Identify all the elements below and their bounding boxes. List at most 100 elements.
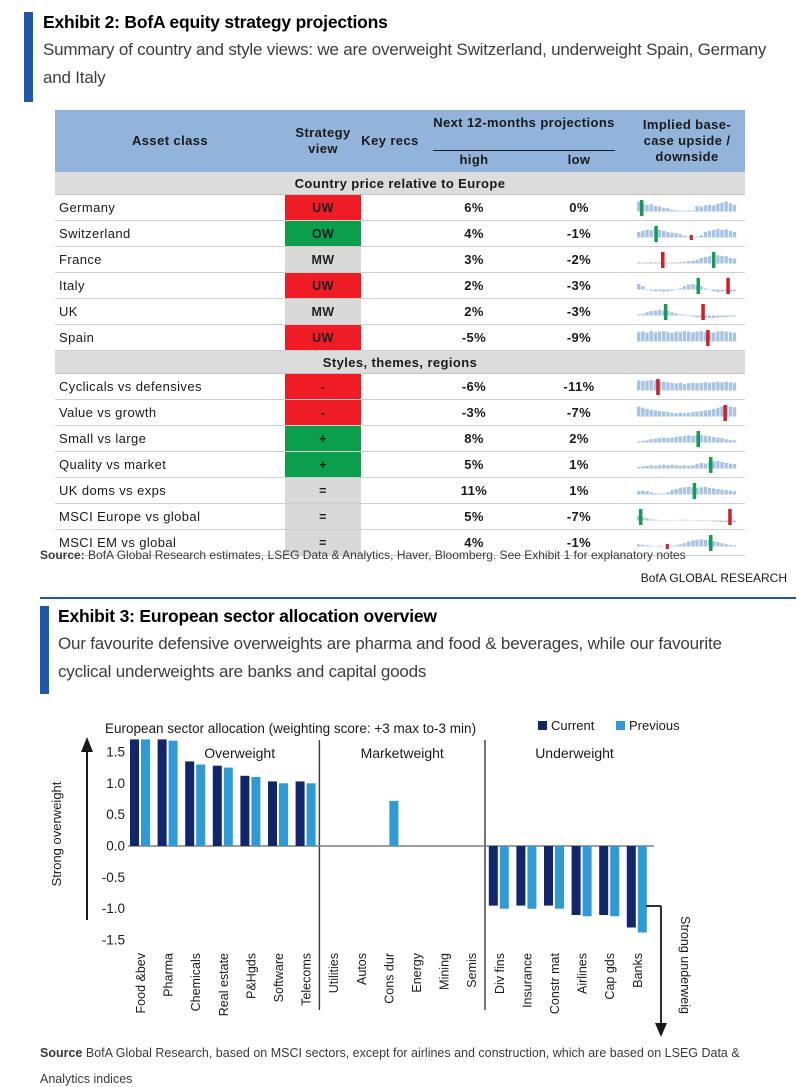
- x-tick-label: Banks: [631, 953, 645, 988]
- implied-distribution-cell: [629, 325, 745, 350]
- header-key-recs: Key recs: [361, 133, 419, 148]
- x-tick-label: Semis: [465, 953, 479, 988]
- key-recs-cell: [361, 400, 419, 425]
- implied-distribution-cell: [629, 400, 745, 425]
- projection-high: 11%: [460, 483, 488, 498]
- ylabel-right: Strong underweig: [678, 916, 692, 1014]
- table-row: Value vs growth - -3% -7%: [55, 400, 745, 426]
- implied-distribution-cell: [629, 273, 745, 298]
- strategy-view-cell: MW: [285, 299, 361, 324]
- distribution-sparkline: [637, 329, 737, 346]
- implied-distribution-cell: [629, 504, 745, 529]
- bar-previous: [637, 846, 647, 933]
- distribution-sparkline: [637, 251, 737, 268]
- x-tick-label: Chemicals: [189, 953, 203, 1011]
- group-label: Marketweight: [361, 745, 444, 761]
- x-tick-label: Cons dur: [382, 953, 396, 1004]
- x-tick-label: Real estate: [217, 953, 231, 1016]
- x-tick-label: Autos: [355, 953, 369, 985]
- key-recs-cell: [361, 195, 419, 220]
- strategy-view-cell: MW: [285, 247, 361, 272]
- exhibit3-accent-bar: [40, 606, 49, 694]
- projection-low: 1%: [569, 483, 589, 498]
- projection-low: 0%: [569, 200, 589, 215]
- implied-distribution-cell: [629, 374, 745, 399]
- projection-high: 5%: [464, 509, 484, 524]
- asset-name: Value vs growth: [59, 405, 157, 420]
- asset-name: France: [59, 252, 102, 267]
- asset-name: MSCI EM vs global: [59, 535, 177, 550]
- legend-swatch-current: [538, 721, 547, 730]
- strategy-view-cell: UW: [285, 325, 361, 350]
- source-text: BofA Global Research estimates, LSEG Dat…: [88, 548, 686, 562]
- legend-current: Current: [551, 718, 595, 733]
- strategy-view-cell: =: [285, 478, 361, 503]
- strategy-view-cell: +: [285, 452, 361, 477]
- x-tick-label: Pharma: [162, 953, 176, 997]
- bar-previous: [555, 846, 564, 909]
- exhibit2-source: Source: BofA Global Research estimates, …: [40, 548, 780, 562]
- strategy-view-cell: =: [285, 530, 361, 555]
- projection-low: -11%: [563, 379, 595, 394]
- table-row: UK doms vs exps = 11% 1%: [55, 478, 745, 504]
- projection-high: 5%: [464, 457, 484, 472]
- projection-low: -7%: [566, 509, 592, 524]
- chart-title: European sector allocation (weighting sc…: [105, 721, 476, 736]
- table-body: Country price relative to Europe Germany U…: [55, 172, 745, 556]
- x-tick-label: Cap gds: [603, 953, 617, 1000]
- bar-previous: [389, 800, 399, 846]
- bar-previous: [168, 740, 178, 846]
- y-tick-label: -0.5: [102, 870, 125, 885]
- header-strategy-view: Strategy view: [295, 125, 351, 156]
- bar-current: [571, 846, 581, 915]
- projection-low: -1%: [566, 535, 592, 550]
- projection-high: 2%: [464, 278, 484, 293]
- table-row: Italy UW 2% -3%: [55, 273, 745, 299]
- header-implied: Implied base-case upside / downside: [642, 117, 732, 164]
- group-label: Overweight: [204, 745, 275, 761]
- key-recs-cell: [361, 247, 419, 272]
- asset-name: MSCI Europe vs global: [59, 509, 201, 524]
- projection-high: -6%: [461, 379, 487, 394]
- exhibit3-subtitle: Our favourite defensive overweights are …: [58, 634, 722, 681]
- projection-high: 4%: [464, 226, 484, 241]
- y-tick-label: 0.0: [106, 839, 125, 854]
- table-row: UK MW 2% -3%: [55, 299, 745, 325]
- chart-svg: European sector allocation (weighting sc…: [49, 718, 692, 1037]
- header-asset-class: Asset class: [132, 133, 208, 148]
- table-row: MSCI EM vs global = 4% -1%: [55, 530, 745, 556]
- projections-table: Asset class Strategy view Key recs Next …: [55, 110, 745, 556]
- implied-distribution-cell: [629, 452, 745, 477]
- source-label: Source:: [40, 548, 85, 562]
- x-tick-label: Airlines: [576, 953, 590, 994]
- y-tick-label: 1.0: [106, 776, 125, 791]
- table-row: MSCI Europe vs global = 5% -7%: [55, 504, 745, 530]
- key-recs-cell: [361, 478, 419, 503]
- key-recs-cell: [361, 504, 419, 529]
- key-recs-cell: [361, 452, 419, 477]
- implied-distribution-cell: [629, 299, 745, 324]
- table-row: Germany UW 6% 0%: [55, 195, 745, 221]
- table-row: Cyclicals vs defensives - -6% -11%: [55, 374, 745, 400]
- strategy-view-cell: -: [285, 400, 361, 425]
- distribution-sparkline: [637, 277, 737, 294]
- y-tick-label: 1.5: [106, 744, 125, 759]
- x-tick-label: Utilities: [327, 953, 341, 993]
- projection-low: -1%: [566, 226, 592, 241]
- bar-previous: [223, 767, 233, 846]
- asset-name: Switzerland: [59, 226, 131, 241]
- ylabel-left: Strong overweight: [49, 781, 64, 886]
- x-tick-label: Div fins: [493, 953, 507, 994]
- bar-current: [488, 846, 498, 906]
- implied-distribution-cell: [629, 195, 745, 220]
- bar-previous: [582, 846, 592, 917]
- key-recs-cell: [361, 273, 419, 298]
- asset-name: Quality vs market: [59, 457, 167, 472]
- key-recs-cell: [361, 426, 419, 451]
- strategy-view-cell: +: [285, 426, 361, 451]
- x-tick-label: Telecoms: [300, 953, 314, 1006]
- bar-current: [130, 739, 139, 846]
- table-section-header: Country price relative to Europe: [55, 172, 745, 195]
- asset-name: Italy: [59, 278, 85, 293]
- bar-current: [599, 846, 609, 915]
